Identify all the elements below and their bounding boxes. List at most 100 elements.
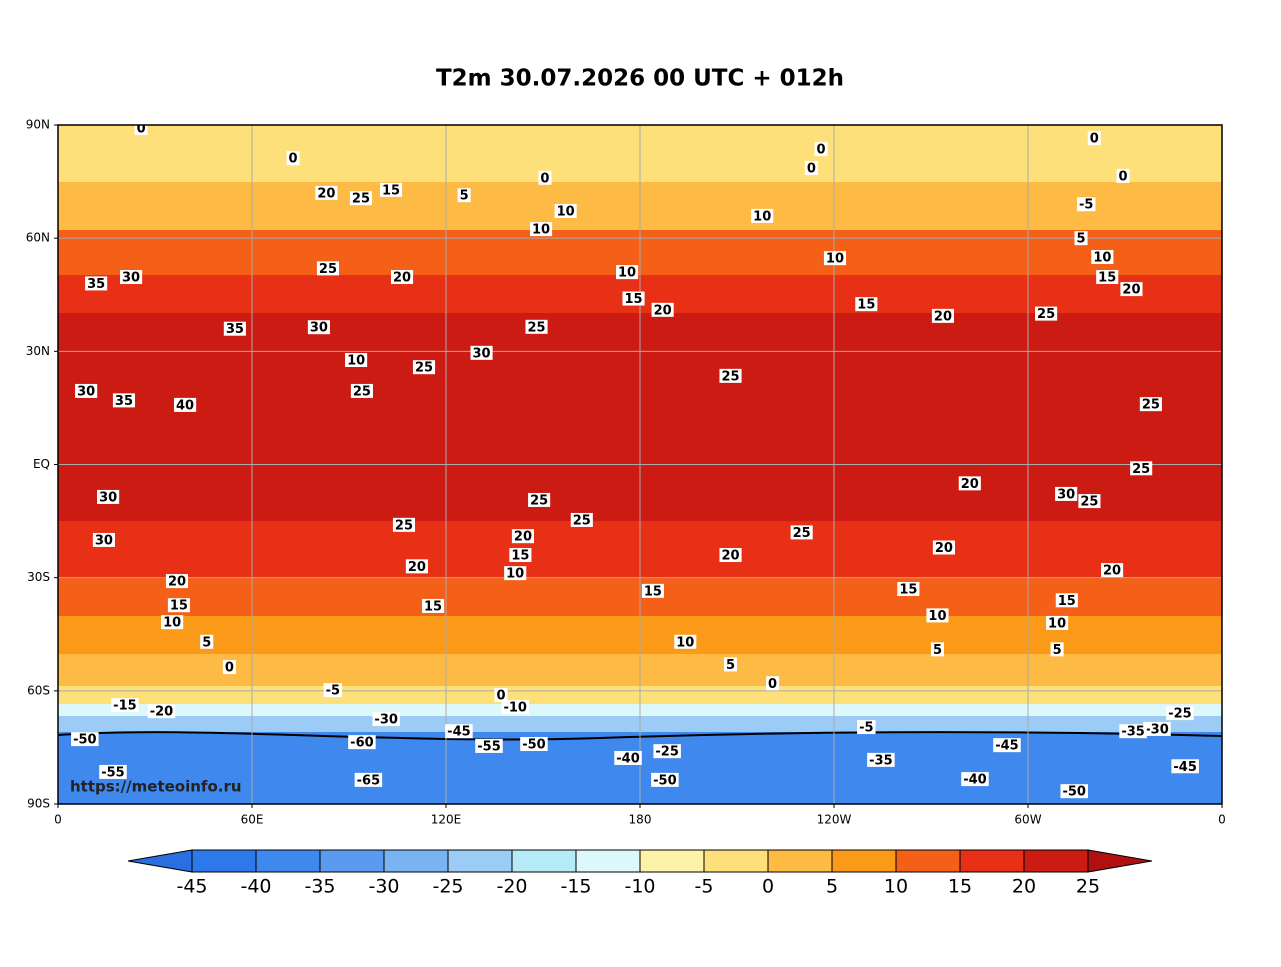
contour-label: -25 — [653, 744, 681, 760]
contour-label: 0 — [538, 170, 552, 186]
colorbar-label: 0 — [762, 876, 774, 898]
contour-label-bg — [719, 368, 742, 383]
colorbar-swatch — [255, 849, 321, 873]
contour-label-text: 20 — [317, 186, 335, 201]
contour-label: -45 — [993, 738, 1021, 754]
contour-label-text: 30 — [77, 384, 95, 399]
contour-label: 25 — [525, 319, 548, 335]
contour-label: 10 — [554, 204, 577, 220]
contour-label: 10 — [1091, 250, 1114, 266]
contour-label-text: 15 — [511, 549, 529, 564]
colorbar-swatch — [639, 849, 705, 873]
x-tick-label: 120W — [817, 813, 852, 827]
contour-label: 5 — [1050, 642, 1064, 658]
contour-label: 30 — [470, 345, 493, 361]
y-tick-label: 90N — [26, 118, 50, 132]
contour-label-text: 25 — [721, 369, 739, 384]
contour-label-bg — [766, 676, 780, 691]
contour-label: 20 — [932, 540, 955, 556]
contour-label-text: -25 — [1168, 707, 1192, 722]
colorbar-label: -45 — [176, 876, 207, 898]
contour-label: 15 — [641, 583, 664, 599]
contour-label-text: 25 — [395, 518, 413, 533]
colorbar-label: -15 — [560, 876, 591, 898]
contour-label: 25 — [350, 383, 373, 399]
contour-label-text: 20 — [1103, 564, 1121, 579]
contour-label-text: 25 — [530, 493, 548, 508]
colorbar-label: 5 — [826, 876, 838, 898]
contour-label-bg — [379, 182, 403, 197]
contour-label-bg — [724, 657, 738, 672]
colorbar-label: -20 — [496, 876, 527, 898]
contour-label-bg — [111, 698, 139, 713]
contour-label-bg — [1055, 486, 1078, 501]
contour-label-text: -20 — [150, 705, 174, 720]
contour-label: 20 — [931, 308, 955, 324]
contour-label-text: 15 — [424, 599, 442, 614]
contour-label: -40 — [961, 772, 989, 788]
contour-label-text: 20 — [721, 549, 739, 564]
contour-label-bg — [120, 270, 143, 285]
contour-label-text: -5 — [1079, 198, 1093, 213]
contour-label: 0 — [814, 142, 828, 158]
x-tick-label: 60W — [1014, 813, 1041, 827]
contour-label-text: 30 — [99, 490, 117, 505]
contour-label-text: -30 — [1145, 722, 1169, 737]
contour-label: 20 — [390, 270, 414, 286]
contour-label-bg — [223, 321, 246, 336]
contour-label: 30 — [75, 383, 98, 399]
contour-label: -5 — [1076, 197, 1096, 213]
contour-label: 0 — [804, 161, 818, 177]
contour-label-text: -10 — [503, 701, 527, 716]
contour-label-bg — [653, 744, 681, 759]
contour-label-text: 10 — [163, 616, 181, 631]
contour-label: 10 — [751, 208, 774, 224]
contour-label-text: 25 — [1142, 398, 1160, 413]
contour-label-text: 10 — [826, 252, 844, 267]
contour-label-text: 25 — [1080, 495, 1098, 510]
contour-label-bg — [316, 261, 340, 276]
contour-label-text: -45 — [447, 725, 471, 740]
contour-label: 10 — [1046, 615, 1069, 631]
contour-label-bg — [719, 548, 742, 563]
contour-label-bg — [504, 566, 527, 581]
contour-label-bg — [1087, 131, 1101, 146]
contour-label-bg — [494, 687, 508, 702]
contour-label-bg — [222, 660, 236, 675]
contour-label-bg — [161, 615, 184, 630]
contour-label-text: 25 — [527, 320, 545, 335]
contour-label-bg — [99, 764, 127, 779]
contour-label-text: 15 — [644, 584, 662, 599]
contour-label-bg — [1139, 397, 1162, 412]
contour-label: -35 — [1119, 724, 1147, 740]
contour-label: 0 — [286, 151, 300, 167]
contour-label: 5 — [930, 642, 944, 658]
contour-label-text: -25 — [655, 745, 679, 760]
contour-label-bg — [1143, 721, 1171, 736]
contour-label: 10 — [616, 265, 639, 281]
contour-label-bg — [1130, 461, 1153, 476]
contour-label-text: 35 — [226, 322, 244, 337]
contour-label-bg — [509, 548, 532, 563]
contour-label: 20 — [719, 548, 742, 564]
contour-label: 25 — [790, 525, 813, 541]
contour-label-text: -50 — [653, 773, 677, 788]
contour-label: 15 — [509, 548, 532, 564]
colorbar-swatch — [511, 849, 577, 873]
x-tick-label: 0 — [54, 813, 62, 827]
x-tick-label: 0 — [1218, 813, 1226, 827]
contour-label-text: 0 — [1119, 169, 1128, 184]
y-tick-label: 60N — [26, 231, 50, 245]
contour-label-text: 0 — [540, 171, 549, 186]
contour-label-text: 20 — [935, 541, 953, 556]
contour-label-bg — [315, 185, 338, 200]
contour-label: 10 — [161, 615, 184, 631]
contour-label: 10 — [674, 634, 697, 650]
contour-label-text: 10 — [618, 266, 636, 281]
contour-label-bg — [1120, 282, 1143, 297]
colorbar-label: -25 — [432, 876, 463, 898]
contour-label: 15 — [1055, 593, 1078, 609]
contour-label-bg — [1055, 593, 1078, 608]
contour-label-bg — [1078, 494, 1101, 509]
contour-label-bg — [412, 360, 436, 375]
